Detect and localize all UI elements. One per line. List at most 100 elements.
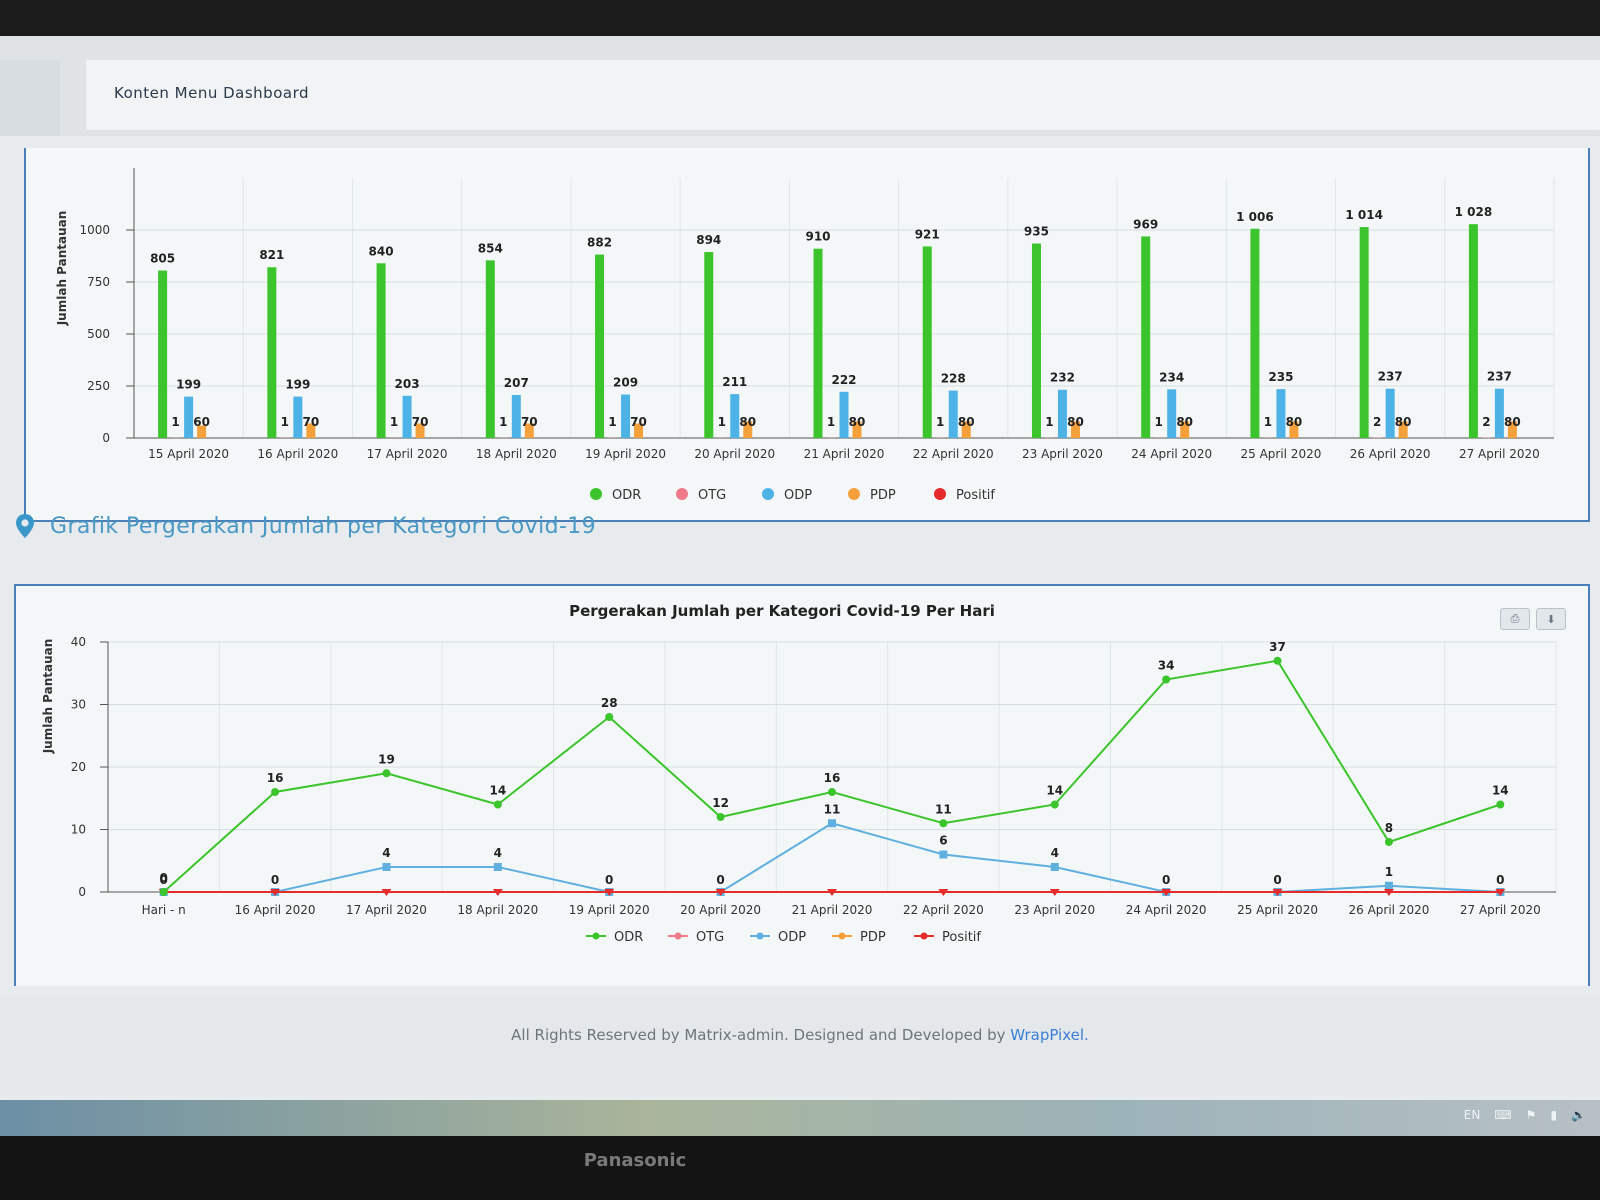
bar-data-label: 80 [739,415,756,429]
odr-data-label: 19 [378,752,395,766]
legend-marker-dot [674,932,682,940]
x-tick-label: 23 April 2020 [1014,903,1095,917]
point-odp [1384,881,1393,890]
legend-item: OTG [698,488,726,503]
odr-data-label: 34 [1158,659,1175,673]
x-tick-label: 26 April 2020 [1348,903,1429,917]
bar-odr [704,252,714,438]
legend-item: ODP [778,930,806,945]
y-axis-title: Jumlah Pantauan [55,211,69,327]
bar-odp [1167,389,1177,438]
y-tick-label: 40 [71,635,86,649]
bar-pdp [743,421,753,438]
x-tick-label: 18 April 2020 [476,447,557,461]
monitor-bezel: Panasonic [0,1136,1600,1200]
bar-odr [1141,236,1151,438]
bar-data-label: 1 [1155,415,1163,429]
point-odr [159,888,168,896]
odp-data-label: 0 [1273,873,1281,887]
y-tick-label: 0 [102,431,110,445]
wrappixel-link[interactable]: WrapPixel. [1010,1026,1089,1044]
bar-data-label: 80 [1067,415,1084,429]
bar-pdp [415,423,425,438]
keyboard-icon[interactable]: ⌨ [1494,1108,1512,1122]
x-tick-label: 16 April 2020 [257,447,338,461]
odr-data-label: 12 [712,796,729,810]
odp-data-label: 0 [605,873,613,887]
brand-logo: Panasonic [583,1150,687,1171]
point-odr [1050,800,1059,809]
breadcrumb-title: Konten Menu Dashboard [114,84,309,102]
point-positif [1161,889,1172,896]
print-chart-button[interactable]: ⎙ [1500,608,1530,630]
signal-icon[interactable]: ▮ [1550,1108,1558,1122]
odr-data-label: 14 [1492,784,1509,798]
y-tick-label: 20 [71,760,86,774]
odp-data-label: 0 [271,873,279,887]
point-odr [1496,800,1505,809]
x-tick-label: 17 April 2020 [346,903,427,917]
bar-data-label: 70 [630,415,647,429]
download-icon: ⬇ [1546,612,1556,626]
bar-odr [267,267,277,438]
bar-data-label: 80 [1286,415,1303,429]
x-tick-label: 25 April 2020 [1237,903,1318,917]
bar-odr [485,260,495,438]
bar-data-label: 882 [587,236,612,250]
bar-data-label: 821 [259,248,284,262]
bar-data-label: 199 [176,378,201,392]
legend-item: Positif [942,930,981,945]
x-tick-label: 19 April 2020 [569,903,650,917]
bar-odr [595,254,605,438]
bar-data-label: 237 [1378,370,1403,384]
x-tick-label: 23 April 2020 [1022,447,1103,461]
system-tray: EN ⌨ ⚑ ▮ 🔈 [1464,1108,1586,1122]
bar-data-label: 1 [936,415,944,429]
bar-data-label: 80 [1504,415,1521,429]
bar-data-label: 70 [412,415,429,429]
odp-data-label: 6 [939,834,947,848]
bar-data-label: 60 [193,415,210,429]
footer: All Rights Reserved by Matrix-admin. Des… [0,996,1600,1096]
download-chart-button[interactable]: ⬇ [1536,608,1566,630]
bar-odr [376,263,386,438]
bar-data-label: 228 [941,372,966,386]
bar-data-label: 80 [1395,415,1412,429]
point-positif [1383,889,1394,896]
bar-data-label: 80 [849,415,866,429]
legend-marker-dot [920,932,928,940]
bar-odr [922,246,932,438]
chart-tools: ⎙ ⬇ [1500,608,1566,630]
bar-odp [184,396,194,438]
odr-data-label: 14 [1046,784,1063,798]
section-header: Grafik Pergerakan Jumlah per Kategori Co… [14,506,596,546]
point-positif [270,889,281,896]
line-chart-card: Pergerakan Jumlah per Kategori Covid-19 … [14,584,1590,986]
legend-marker [848,488,860,500]
footer-copyright: All Rights Reserved by Matrix-admin. Des… [511,1026,1006,1044]
language-indicator[interactable]: EN [1463,1108,1481,1122]
flag-icon[interactable]: ⚑ [1525,1108,1537,1122]
x-tick-label: 20 April 2020 [694,447,775,461]
bar-data-label: 1 014 [1345,208,1383,222]
point-positif [381,889,392,896]
volume-icon[interactable]: 🔈 [1571,1108,1586,1122]
point-odp [828,819,836,828]
odr-data-label: 28 [601,696,618,710]
x-tick-label: 16 April 2020 [235,903,316,917]
y-tick-label: 10 [71,823,86,837]
footer-text: All Rights Reserved by Matrix-admin. Des… [0,1026,1600,1044]
point-odp [1050,863,1059,871]
legend-item: Positif [956,488,995,503]
bar-odp [948,390,958,438]
x-tick-label: 27 April 2020 [1460,903,1541,917]
point-positif [1495,889,1506,896]
bar-odr [813,248,823,438]
dashboard-screen: Konten Menu Dashboard 0 250 500 750 1000 Juml… [0,36,1600,1100]
x-tick-label: 25 April 2020 [1240,447,1321,461]
bar-chart: 0 250 500 750 1000 Jumlah Pantauan 15 April 20… [55,168,1555,503]
legend-item: ODP [784,488,812,503]
bar-odr [1468,224,1478,438]
odp-data-label: 11 [824,802,841,816]
bar-odp [621,394,631,438]
